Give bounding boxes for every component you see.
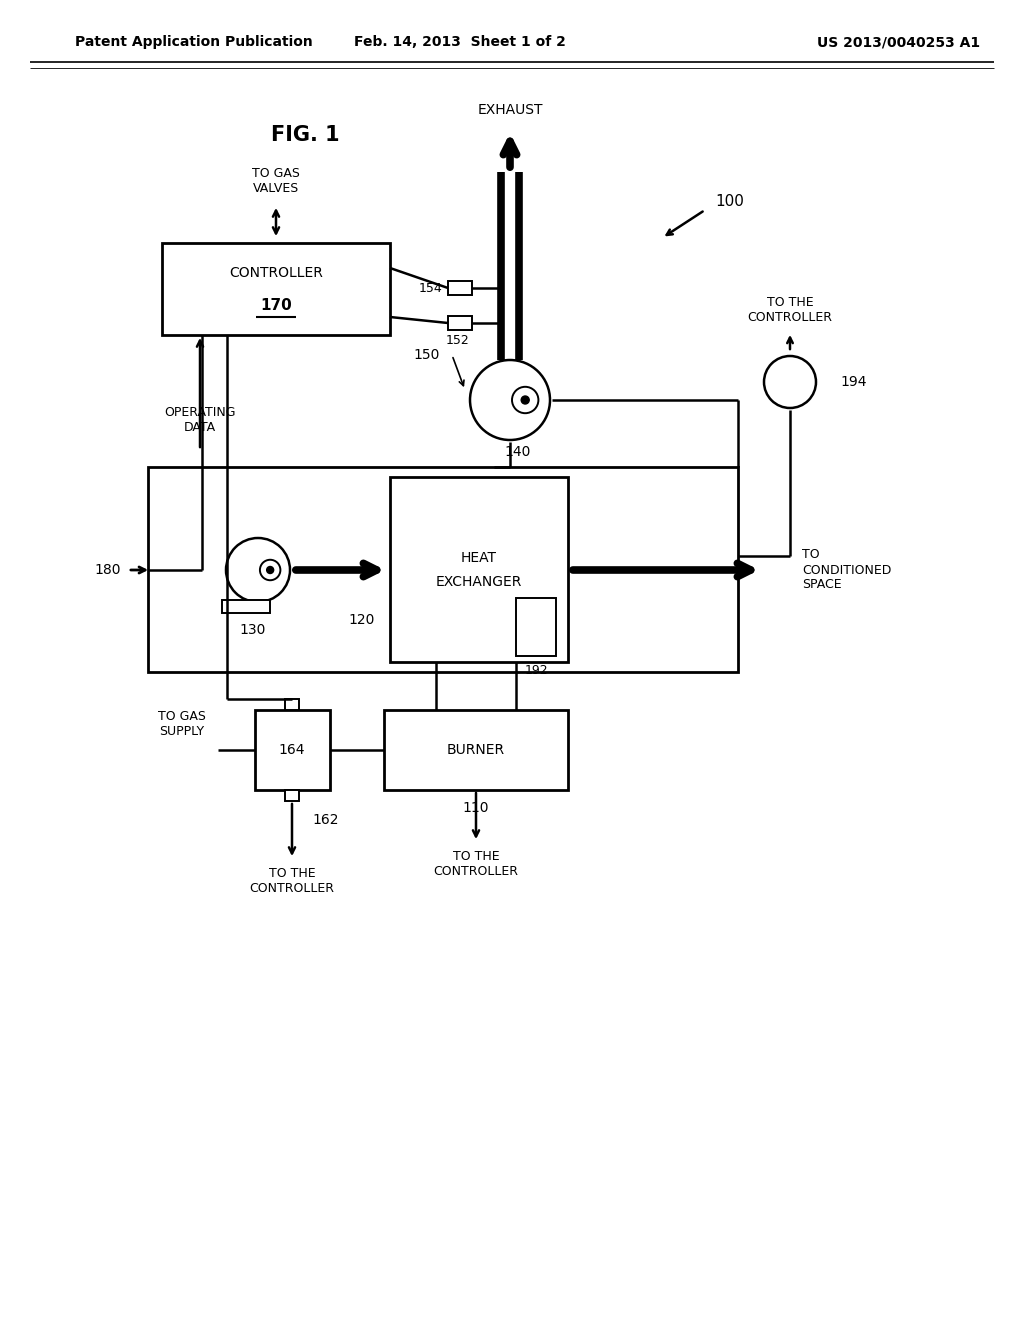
Text: TO THE
CONTROLLER: TO THE CONTROLLER: [748, 296, 833, 323]
Bar: [148, 467, 738, 672]
Bar: [516, 598, 556, 656]
Text: TO THE
CONTROLLER: TO THE CONTROLLER: [250, 867, 335, 895]
Text: US 2013/0040253 A1: US 2013/0040253 A1: [817, 36, 980, 49]
Bar: [222, 601, 270, 612]
Text: TO GAS
SUPPLY: TO GAS SUPPLY: [158, 710, 206, 738]
Circle shape: [521, 396, 529, 404]
Bar: [285, 789, 299, 801]
Text: EXCHANGER: EXCHANGER: [436, 576, 522, 589]
Text: Patent Application Publication: Patent Application Publication: [75, 36, 312, 49]
Text: 192: 192: [524, 664, 548, 676]
Text: 110: 110: [463, 801, 489, 814]
Bar: [449, 281, 472, 294]
Bar: [285, 700, 299, 710]
Text: 170: 170: [260, 297, 292, 313]
Text: TO
CONDITIONED
SPACE: TO CONDITIONED SPACE: [802, 549, 891, 591]
Bar: [162, 243, 390, 335]
Text: Feb. 14, 2013  Sheet 1 of 2: Feb. 14, 2013 Sheet 1 of 2: [354, 36, 566, 49]
Text: 130: 130: [240, 623, 266, 638]
Text: OPERATING
DATA: OPERATING DATA: [164, 407, 236, 434]
Text: FIG. 1: FIG. 1: [270, 125, 339, 145]
Text: 150: 150: [414, 348, 440, 362]
Text: 194: 194: [840, 375, 866, 389]
Circle shape: [266, 566, 273, 573]
Text: 100: 100: [715, 194, 743, 210]
Text: HEAT: HEAT: [461, 550, 497, 565]
Text: 180: 180: [95, 564, 121, 577]
Text: BURNER: BURNER: [446, 743, 505, 756]
Bar: [390, 477, 568, 663]
Text: EXHAUST: EXHAUST: [477, 103, 543, 117]
Bar: [449, 315, 472, 330]
Text: 140: 140: [505, 445, 531, 459]
Text: 152: 152: [446, 334, 470, 346]
Text: TO GAS
VALVES: TO GAS VALVES: [252, 168, 300, 195]
Text: 164: 164: [279, 743, 305, 756]
Text: TO THE
CONTROLLER: TO THE CONTROLLER: [433, 850, 518, 878]
Text: CONTROLLER: CONTROLLER: [229, 267, 323, 280]
Bar: [384, 710, 568, 789]
Bar: [255, 710, 330, 789]
Text: 154: 154: [418, 281, 442, 294]
Text: 120: 120: [348, 612, 375, 627]
Text: 162: 162: [312, 813, 339, 828]
